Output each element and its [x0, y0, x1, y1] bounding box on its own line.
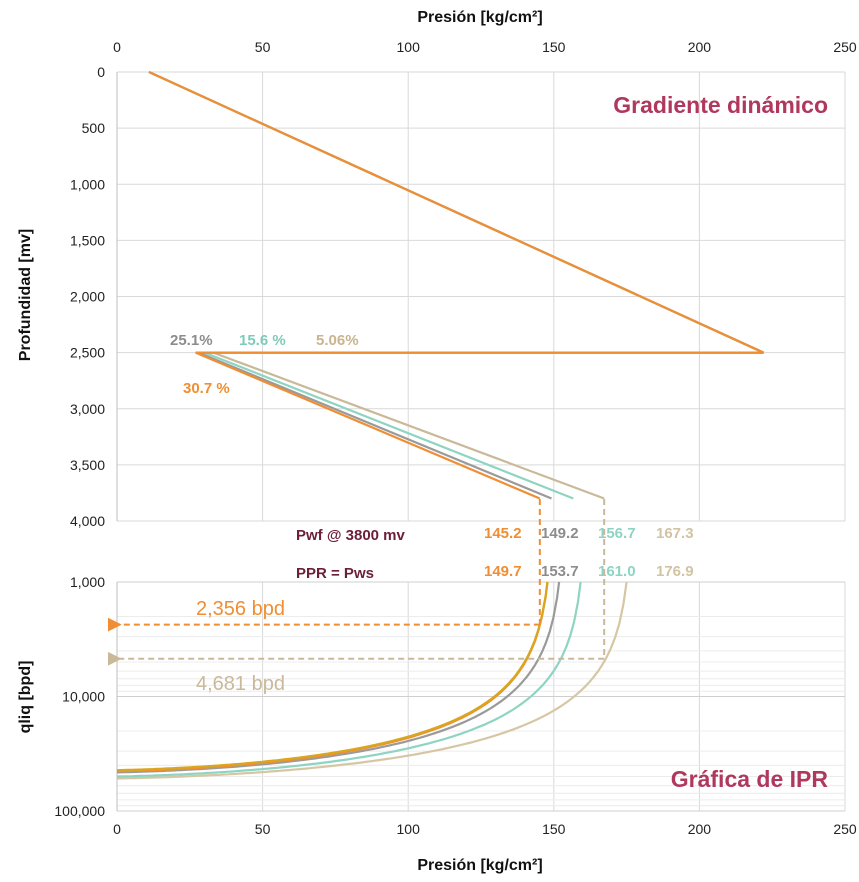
- pwf-row-label: Pwf @ 3800 mv: [296, 527, 406, 544]
- pwf-value-3: 156.7: [598, 525, 636, 542]
- bottom-chart-title: Gráfica de IPR: [671, 766, 829, 792]
- top-y-tick-label: 1,500: [70, 232, 105, 248]
- top-y-tick-label: 2,000: [70, 289, 105, 305]
- bottom-x-tick-label: 150: [542, 821, 566, 837]
- top-y-axis-title: Profundidad [mv]: [17, 229, 34, 361]
- ipr-curve: [116, 581, 582, 778]
- ipr-curve: [116, 581, 549, 773]
- gradient-series-line: [148, 70, 764, 500]
- bottom-y-tick-label: 100,000: [54, 803, 105, 819]
- top-x-tick-label: 100: [397, 39, 421, 55]
- ppr-row-label: PPR = Pws: [296, 565, 374, 582]
- top-x-tick-label: 50: [255, 39, 271, 55]
- top-chart-title: Gradiente dinámico: [613, 92, 828, 118]
- operating-point-guides: [107, 499, 606, 666]
- top-y-tick-label: 3,500: [70, 457, 105, 473]
- bottom-x-tick-label: 200: [688, 821, 712, 837]
- flow-label-orange: 2,356 bpd: [196, 598, 285, 620]
- top-chart-ticks: 0 50 100 150 200 250 0 500 1,000 1,500 2,000 2,500 3…: [70, 39, 857, 529]
- top-y-tick-label: 500: [82, 120, 106, 136]
- ipr-curve: [116, 581, 549, 772]
- top-y-tick-label: 1,000: [70, 176, 105, 192]
- gradient-series-line: [148, 70, 764, 500]
- ipr-curve: [116, 581, 561, 774]
- bottom-x-tick-label: 250: [833, 821, 857, 837]
- bottom-chart-ticks: 0 50 100 150 200 250 1,000 10,000 100,000: [54, 574, 857, 837]
- ppr-value-3: 161.0: [598, 563, 636, 580]
- ppr-value-4: 176.9: [656, 563, 694, 580]
- bottom-chart-series: [116, 581, 628, 780]
- ppr-value-2: 153.7: [541, 563, 579, 580]
- bottom-y-tick-label: 10,000: [62, 689, 105, 705]
- pwf-value-1: 145.2: [484, 525, 522, 542]
- ipr-curve: [116, 581, 628, 780]
- top-y-tick-label: 3,000: [70, 401, 105, 417]
- bottom-y-tick-label: 1,000: [70, 574, 105, 590]
- top-x-axis-title: Presión [kg/cm²]: [417, 9, 542, 26]
- annotation-orange: 30.7 %: [183, 380, 230, 397]
- top-x-tick-label: 0: [113, 39, 121, 55]
- annotation-teal: 15.6 %: [239, 332, 286, 349]
- gradient-series-line: [148, 70, 764, 500]
- top-y-tick-label: 4,000: [70, 513, 105, 529]
- bottom-x-tick-label: 0: [113, 821, 121, 837]
- annotation-beige: 5.06%: [316, 332, 359, 349]
- pwf-value-2: 149.2: [541, 525, 579, 542]
- pwf-value-4: 167.3: [656, 525, 694, 542]
- bottom-x-axis-title: Presión [kg/cm²]: [417, 857, 542, 874]
- ppr-value-1: 149.7: [484, 563, 522, 580]
- flow-label-beige: 4,681 bpd: [196, 673, 285, 695]
- annotation-grey: 25.1%: [170, 332, 213, 349]
- top-y-tick-label: 2,500: [70, 345, 105, 361]
- top-x-tick-label: 200: [688, 39, 712, 55]
- top-x-tick-label: 250: [833, 39, 857, 55]
- bottom-x-tick-label: 100: [397, 821, 421, 837]
- bottom-y-axis-title: qliq [bpd]: [17, 661, 34, 734]
- top-y-tick-label: 0: [97, 64, 105, 80]
- top-x-tick-label: 150: [542, 39, 566, 55]
- bottom-x-tick-label: 50: [255, 821, 271, 837]
- top-chart-series: [148, 70, 764, 500]
- gradient-series-line: [148, 70, 764, 500]
